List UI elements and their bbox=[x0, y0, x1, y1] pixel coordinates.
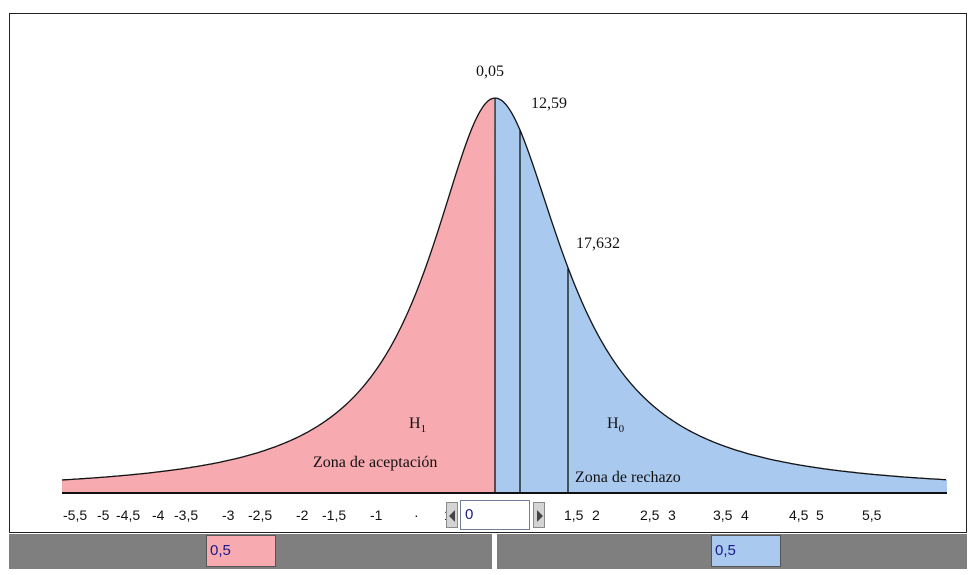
x-tick-label: 4 bbox=[741, 507, 749, 523]
peak-label: 0,05 bbox=[476, 63, 504, 80]
x-tick-label: · bbox=[414, 507, 419, 523]
x-tick-label: 3 bbox=[668, 507, 676, 523]
rejection-region bbox=[495, 98, 947, 493]
x-tick-label: 2,5 bbox=[640, 507, 660, 523]
x-tick-label: -1,5 bbox=[322, 507, 346, 523]
x-tick-label: 5 bbox=[816, 507, 824, 523]
acceptance-region bbox=[62, 98, 495, 493]
x-tick-label: -2,5 bbox=[248, 507, 272, 523]
right-line-label: 17,632 bbox=[576, 235, 620, 252]
rejection-zone-label: Zona de rechazo bbox=[575, 469, 681, 486]
h1-label: H1 bbox=[409, 415, 426, 435]
x-tick-label: 5,5 bbox=[862, 507, 882, 523]
x-tick-label: -2 bbox=[296, 507, 309, 523]
acceptance-zone-label: Zona de aceptación bbox=[313, 454, 437, 471]
x-tick-label: 4,5 bbox=[789, 507, 809, 523]
x-tick-label: -4 bbox=[152, 507, 165, 523]
h0-label: H0 bbox=[607, 415, 625, 435]
x-tick-label: -1 bbox=[370, 507, 383, 523]
x-tick-label: 1,5 bbox=[564, 507, 584, 523]
slider-divider bbox=[492, 534, 497, 569]
arrow-right-icon bbox=[537, 510, 543, 522]
x-tick-label: -3,5 bbox=[174, 507, 198, 523]
x-tick-label: -4,5 bbox=[116, 507, 140, 523]
x-tick-label: 3,5 bbox=[713, 507, 733, 523]
arrow-left-icon bbox=[449, 510, 455, 522]
center-value-input[interactable]: 0 bbox=[460, 500, 530, 530]
mid-line-label: 12,59 bbox=[531, 95, 567, 112]
density-curve bbox=[61, 97, 947, 481]
x-tick-label: -5 bbox=[97, 507, 110, 523]
increment-button[interactable] bbox=[533, 502, 545, 528]
x-tick-label: 2 bbox=[592, 507, 600, 523]
decrement-button[interactable] bbox=[446, 502, 458, 528]
x-tick-label: -5,5 bbox=[63, 507, 87, 523]
left-value-box[interactable]: 0,5 bbox=[206, 535, 276, 567]
x-tick-label: -3 bbox=[222, 507, 235, 523]
right-value-box[interactable]: 0,5 bbox=[711, 535, 781, 567]
